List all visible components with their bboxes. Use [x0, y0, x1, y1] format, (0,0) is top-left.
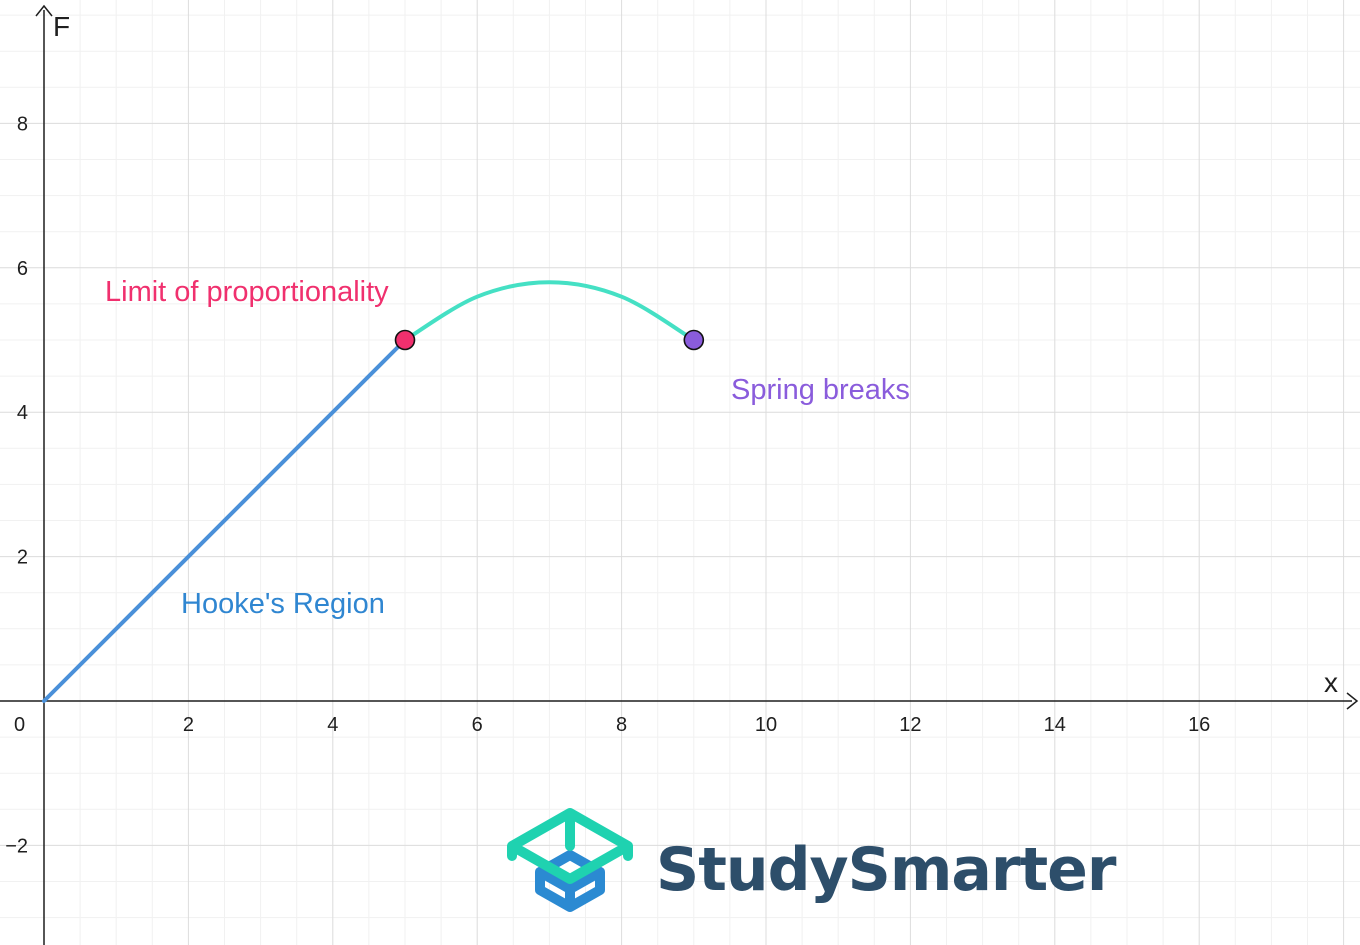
y-axis-arrow	[35, 4, 53, 17]
data-point-marker	[394, 329, 416, 351]
cube-logo-icon	[507, 808, 633, 912]
annotation-limit-of-proportionality: Limit of proportionality	[105, 276, 389, 308]
x-tick-label: 10	[755, 714, 777, 736]
series-layer	[42, 280, 696, 703]
y-tick-label: 6	[17, 258, 28, 280]
x-axis-label: x	[1324, 667, 1338, 698]
y-tick-label: 2	[17, 547, 28, 569]
x-tick-label: 12	[899, 714, 921, 736]
annotation-hookes-region: Hooke's Region	[181, 588, 385, 620]
series-line-hooke	[42, 338, 407, 703]
x-tick-label: 14	[1044, 714, 1066, 736]
series-line-plastic	[403, 280, 696, 342]
data-point-marker	[683, 329, 705, 351]
x-tick-label: 8	[616, 714, 627, 736]
studysmarter-logo: StudySmarter	[507, 808, 1118, 912]
studysmarter-wordmark: StudySmarter	[656, 835, 1117, 905]
annotation-spring-breaks: Spring breaks	[731, 374, 910, 406]
y-tick-label: 8	[17, 113, 28, 135]
y-axis-label: F	[53, 11, 70, 42]
y-tick-label: 4	[17, 402, 28, 424]
x-tick-label: 2	[183, 714, 194, 736]
x-tick-label: 16	[1188, 714, 1210, 736]
x-tick-label: 4	[327, 714, 338, 736]
y-tick-label: −2	[5, 835, 28, 857]
x-axis-arrow	[1346, 692, 1359, 710]
x-tick-label: 6	[472, 714, 483, 736]
axes	[0, 4, 1359, 945]
origin-label: 0	[14, 714, 25, 736]
tick-labels: 2 4 6 8 10 12 14 16 −2 2 4 6 8	[5, 113, 1210, 857]
markers-layer	[394, 329, 705, 351]
